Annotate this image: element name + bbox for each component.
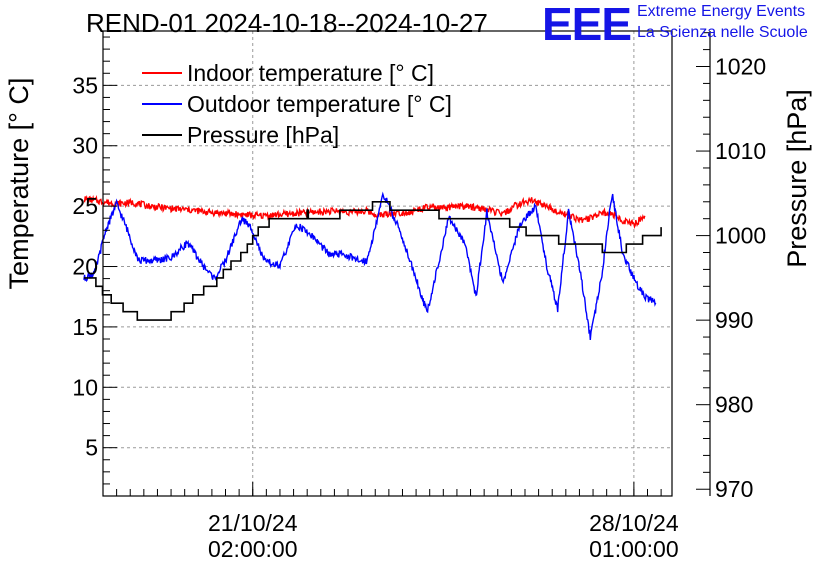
y2-tick-label: 970: [715, 476, 753, 502]
x-tick-label-time: 01:00:00: [589, 536, 679, 562]
series-line-pressure: [83, 201, 662, 321]
axes: 5 10 15 20 25 30 35 970 980 990 1000 1010 1020 21/10/…: [4, 30, 812, 562]
y-tick-label: 5: [85, 435, 98, 461]
eee-logo: EEE: [542, 0, 632, 50]
series-line-indoor: [83, 194, 646, 230]
logo-subtitle-2: La Scienza nelle Scuole: [637, 24, 808, 41]
y2-tick-label: 990: [715, 307, 753, 333]
logo-subtitle-1: Extreme Energy Events: [637, 3, 806, 20]
y2-tick-label: 1020: [715, 54, 766, 80]
y-tick-label: 20: [72, 254, 98, 280]
grid-lines: [103, 31, 672, 496]
x-tick-label-date: 28/10/24: [589, 510, 679, 536]
x-tick-label-date: 21/10/24: [208, 510, 298, 536]
plot-frame: [102, 30, 673, 497]
y-tick-label: 25: [72, 193, 98, 219]
legend-entry-pressure: Pressure [hPa]: [187, 122, 339, 148]
chart-title: REND-01 2024-10-18--2024-10-27: [86, 8, 488, 38]
y-tick-label: 10: [72, 374, 98, 400]
y-tick-label: 35: [72, 72, 98, 98]
series-layer: [83, 191, 662, 341]
y2-tick-label: 1000: [715, 223, 766, 249]
y2-tick-label: 1010: [715, 138, 766, 164]
y-axis-title: Temperature [° C]: [4, 78, 34, 290]
legend-entry-outdoor: Outdoor temperature [° C]: [187, 91, 452, 117]
y2-axis-title: Pressure [hPa]: [782, 89, 812, 268]
y-tick-label: 15: [72, 314, 98, 340]
y-tick-label: 30: [72, 133, 98, 159]
x-tick-label-time: 02:00:00: [208, 536, 298, 562]
y2-tick-label: 980: [715, 392, 753, 418]
legend: Indoor temperature [° C] Outdoor temperat…: [142, 60, 452, 148]
legend-entry-indoor: Indoor temperature [° C]: [187, 60, 434, 86]
series-line-outdoor: [83, 191, 657, 341]
